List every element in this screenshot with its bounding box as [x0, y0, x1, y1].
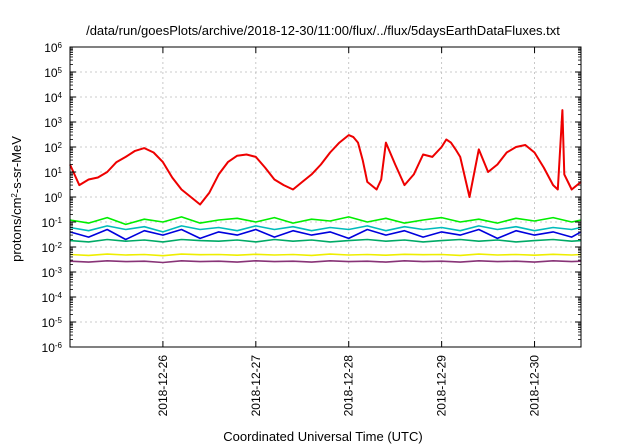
y-tick-label-base: 10 [44, 66, 58, 80]
y-tick-label: 101 [44, 166, 62, 181]
y-tick-label: 10-6 [42, 341, 63, 356]
y-tick-label-exponent: -3 [55, 266, 63, 275]
y-tick-label: 103 [44, 116, 62, 131]
x-axis-label: Coordinated Universal Time (UTC) [223, 429, 422, 444]
y-tick-label-base: 10 [42, 241, 56, 255]
y-tick-label: 100 [44, 191, 62, 206]
y-axis-label-pre: protons/cm [9, 198, 24, 262]
y-tick-label: 10-3 [42, 266, 63, 281]
y-axis-label-post: -s-sr-MeV [9, 136, 24, 193]
y-tick-label-exponent: -1 [55, 216, 63, 225]
y-tick-label: 10-4 [42, 291, 63, 306]
y-tick-label: 104 [44, 91, 62, 106]
y-tick-label-exponent: 3 [58, 116, 63, 125]
y-tick-label-base: 10 [44, 116, 58, 130]
y-tick-label-base: 10 [44, 91, 58, 105]
y-tick-label: 105 [44, 66, 62, 81]
x-tick-label: 2018-12-29 [435, 355, 449, 417]
y-tick-label: 10-5 [42, 316, 63, 331]
y-tick-label-exponent: 6 [58, 41, 63, 50]
series-layer [69, 109, 582, 264]
y-tick-label-base: 10 [42, 216, 56, 230]
y-tick-label-exponent: -4 [55, 291, 63, 300]
y-tick-label-base: 10 [42, 341, 56, 355]
x-tick-label: 2018-12-26 [156, 355, 170, 417]
series-line-7 [69, 259, 582, 264]
y-tick-label-exponent: 0 [58, 191, 63, 200]
y-tick-label-base: 10 [44, 41, 58, 55]
y-tick-label-base: 10 [42, 316, 56, 330]
x-tick-label: 2018-12-30 [528, 355, 542, 417]
x-tick-label: 2018-12-28 [342, 355, 356, 417]
grid [70, 47, 581, 347]
y-tick-label-base: 10 [42, 291, 56, 305]
y-tick-label-exponent: 1 [58, 166, 63, 175]
y-axis-label-sup: 2 [10, 193, 19, 198]
y-tick-label-exponent: 4 [58, 91, 63, 100]
y-tick-label-base: 10 [44, 141, 58, 155]
y-tick-label-exponent: 2 [58, 141, 63, 150]
x-tick-label: 2018-12-27 [249, 355, 263, 417]
y-tick-label-base: 10 [44, 191, 58, 205]
series-line-2 [69, 216, 582, 226]
chart-title: /data/run/goesPlots/archive/2018-12-30/1… [86, 23, 560, 38]
y-tick-label-base: 10 [42, 266, 56, 280]
y-tick-label: 10-2 [42, 241, 63, 256]
series-line-6 [69, 253, 582, 257]
y-tick-label: 10-1 [42, 216, 63, 231]
axis-ticks [70, 46, 581, 348]
y-tick-label-exponent: 5 [58, 66, 63, 75]
series-line-4 [69, 225, 582, 233]
y-tick-label-exponent: -6 [55, 341, 63, 350]
series-line-5 [69, 238, 582, 243]
y-tick-label: 102 [44, 141, 62, 156]
y-axis-label: protons/cm2-s-sr-MeV [9, 136, 24, 262]
series-line-1 [69, 109, 582, 206]
y-tick-label-exponent: -2 [55, 241, 63, 250]
y-tick-label-exponent: -5 [55, 316, 63, 325]
y-tick-label: 106 [44, 41, 62, 56]
y-tick-label-base: 10 [44, 166, 58, 180]
series-line-3 [69, 228, 582, 241]
